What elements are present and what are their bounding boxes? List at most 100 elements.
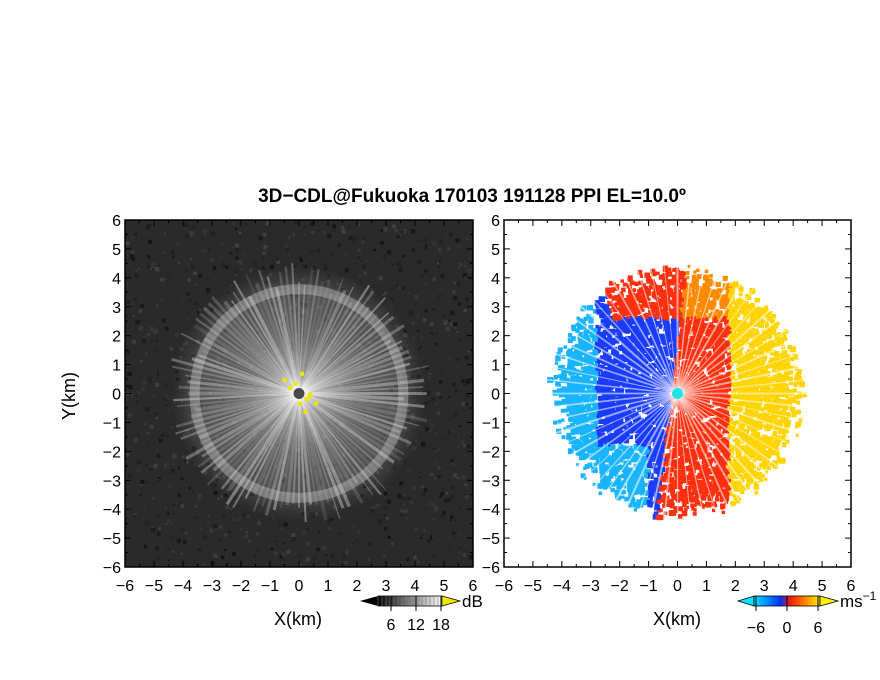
noise-speckle bbox=[163, 432, 168, 437]
noise-speckle bbox=[222, 514, 226, 518]
noise-speckle bbox=[279, 238, 284, 244]
noise-speckle bbox=[263, 518, 266, 521]
velocity-pixel bbox=[678, 319, 685, 326]
echo-ray bbox=[212, 392, 301, 472]
echo-ray bbox=[298, 285, 306, 394]
velocity-pixel bbox=[566, 406, 572, 412]
x-tick-label: −3 bbox=[203, 578, 221, 595]
echo-ray bbox=[298, 355, 412, 395]
noise-speckle bbox=[383, 291, 387, 295]
velocity-pixel bbox=[725, 418, 730, 423]
noise-speckle bbox=[244, 534, 249, 539]
velocity-pixel bbox=[736, 365, 742, 371]
noise-speckle bbox=[148, 240, 152, 244]
noise-speckle bbox=[220, 495, 224, 499]
velocity-pixel bbox=[618, 395, 623, 400]
velocity-pixel bbox=[784, 383, 789, 388]
velocity-pixel bbox=[560, 418, 565, 422]
velocity-pixel bbox=[630, 457, 636, 463]
velocity-pixel bbox=[635, 504, 640, 509]
echo-ray bbox=[284, 266, 301, 394]
noise-speckle bbox=[158, 527, 161, 531]
velocity-pixel bbox=[640, 476, 644, 481]
velocity-pixel bbox=[688, 417, 692, 421]
noise-speckle bbox=[362, 265, 366, 269]
noise-speckle bbox=[334, 540, 339, 545]
noise-speckle bbox=[229, 251, 233, 255]
noise-speckle bbox=[220, 555, 225, 560]
velocity-pixel bbox=[626, 345, 632, 351]
velocity-pixel bbox=[653, 445, 660, 451]
echo-ray bbox=[225, 392, 301, 506]
noise-speckle bbox=[273, 551, 278, 556]
velocity-pixel bbox=[648, 424, 653, 430]
noise-speckle bbox=[416, 315, 419, 318]
velocity-pixel bbox=[670, 467, 675, 472]
velocity-pixel bbox=[771, 376, 777, 382]
noise-speckle bbox=[134, 233, 137, 237]
velocity-pixel bbox=[708, 350, 712, 354]
velocity-pixel bbox=[757, 424, 763, 430]
velocity-pixel bbox=[693, 334, 697, 338]
noise-speckle bbox=[333, 524, 336, 528]
x-tick-label: 6 bbox=[469, 578, 478, 595]
velocity-pixel bbox=[602, 449, 608, 456]
echo-ray bbox=[191, 357, 300, 395]
noise-speckle bbox=[453, 413, 457, 418]
noise-speckle bbox=[417, 560, 420, 563]
noise-speckle bbox=[460, 532, 462, 535]
velocity-pixel bbox=[563, 427, 567, 431]
y-tick-label: −5 bbox=[103, 531, 121, 548]
noise-speckle bbox=[332, 224, 337, 229]
noise-speckle bbox=[323, 266, 328, 271]
noise-speckle bbox=[171, 442, 174, 444]
noise-speckle bbox=[443, 314, 445, 317]
velocity-pixel bbox=[684, 507, 688, 511]
noise-speckle bbox=[138, 300, 142, 304]
noise-speckle bbox=[239, 261, 244, 265]
noise-speckle bbox=[355, 538, 359, 543]
noise-speckle bbox=[180, 552, 184, 556]
noise-speckle bbox=[262, 257, 265, 260]
noise-speckle bbox=[440, 274, 445, 279]
echo-ray bbox=[298, 391, 428, 423]
y-tick-label: −4 bbox=[103, 502, 121, 519]
noise-speckle bbox=[467, 260, 472, 265]
noise-speckle bbox=[337, 532, 341, 535]
noise-speckle bbox=[166, 509, 169, 512]
noise-speckle bbox=[319, 245, 322, 248]
noise-speckle bbox=[432, 334, 435, 336]
velocity-pixel bbox=[702, 383, 708, 389]
velocity-pixel bbox=[591, 394, 598, 401]
velocity-pixel bbox=[631, 325, 638, 332]
noise-speckle bbox=[276, 260, 280, 265]
noise-speckle bbox=[383, 514, 386, 517]
noise-speckle bbox=[165, 409, 170, 414]
velocity-pixel bbox=[643, 332, 648, 337]
velocity-pixel bbox=[770, 324, 777, 331]
noise-speckle bbox=[239, 267, 244, 272]
velocity-pixel bbox=[638, 391, 644, 398]
velocity-pixel bbox=[751, 385, 756, 390]
velocity-pixel bbox=[638, 280, 643, 286]
noise-speckle bbox=[145, 221, 148, 224]
noise-speckle bbox=[157, 373, 160, 377]
noise-speckle bbox=[440, 372, 444, 376]
velocity-pixel bbox=[634, 281, 639, 287]
noise-speckle bbox=[322, 230, 327, 235]
noise-speckle bbox=[292, 233, 296, 237]
velocity-pixel bbox=[726, 444, 731, 449]
velocity-pixel bbox=[708, 288, 713, 293]
velocity-pixel bbox=[784, 329, 789, 334]
velocity-pixel bbox=[617, 413, 624, 420]
noise-speckle bbox=[160, 298, 164, 302]
noise-speckle bbox=[375, 503, 380, 508]
velocity-pixel bbox=[580, 473, 586, 479]
x-tick-label: 1 bbox=[324, 578, 333, 595]
velocity-pixel bbox=[710, 404, 714, 408]
noise-speckle bbox=[330, 518, 334, 521]
velocity-pixel bbox=[775, 360, 780, 365]
velocity-pixel bbox=[689, 476, 694, 481]
velocity-pixel bbox=[796, 409, 801, 415]
velocity-pixel bbox=[715, 370, 720, 374]
